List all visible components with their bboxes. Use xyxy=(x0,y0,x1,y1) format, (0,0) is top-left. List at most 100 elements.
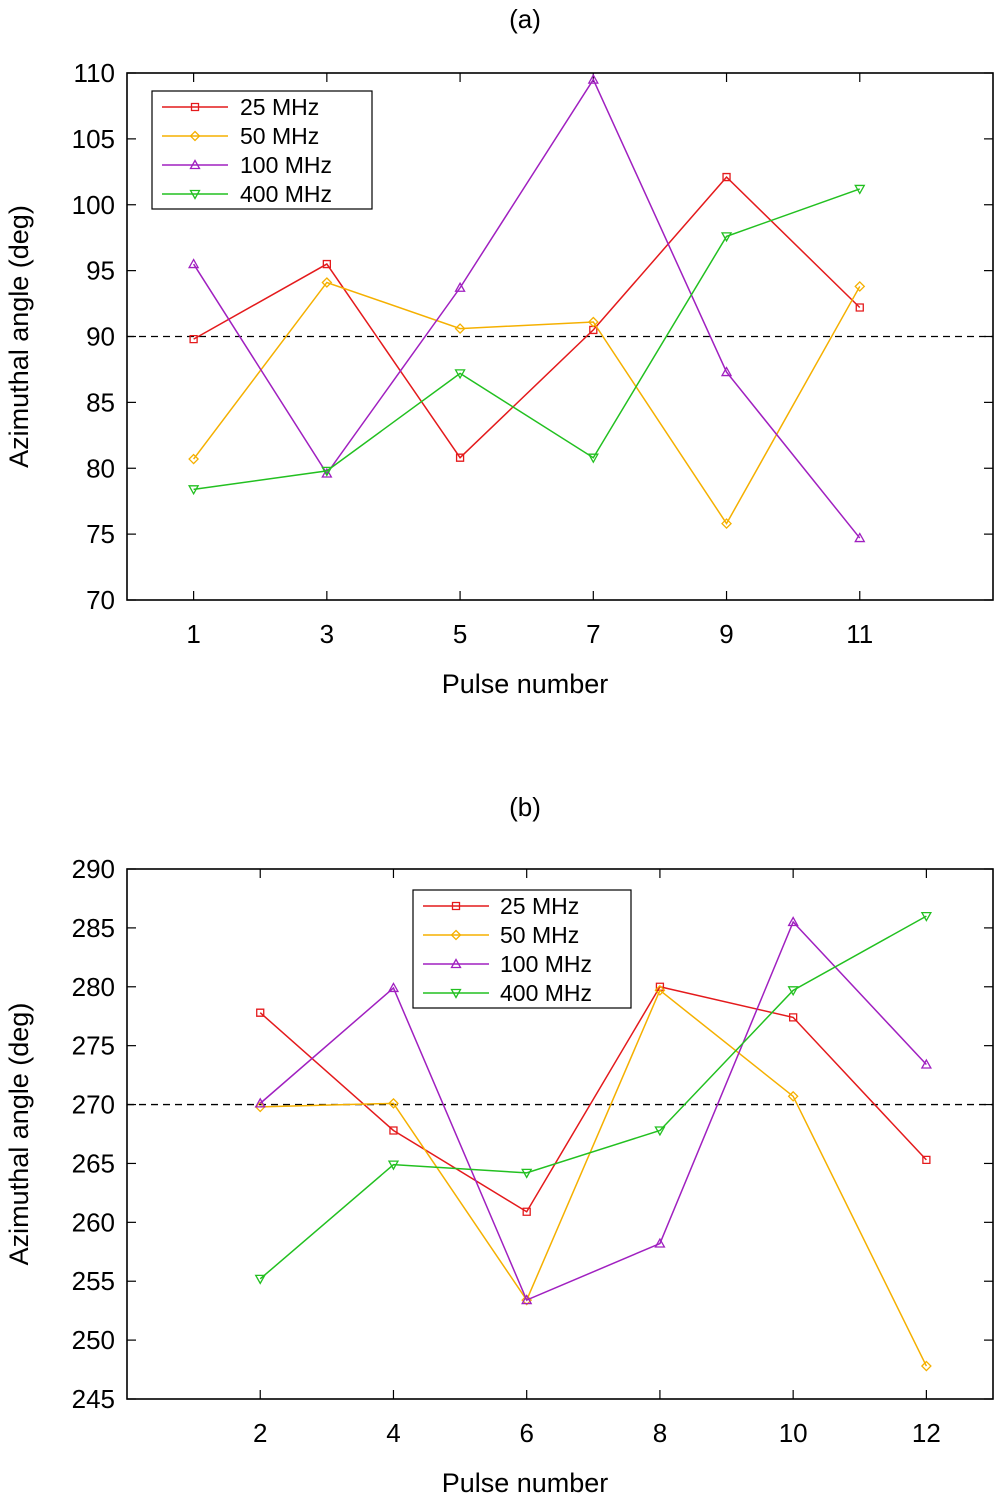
y-tick-label: 270 xyxy=(72,1090,115,1120)
data-point xyxy=(388,1097,399,1109)
y-tick-label: 110 xyxy=(74,58,115,88)
y-tick-label: 265 xyxy=(72,1148,115,1178)
data-point xyxy=(254,1274,266,1285)
series-line xyxy=(193,281,861,526)
data-point xyxy=(188,453,200,465)
data-point xyxy=(256,1008,265,1017)
data-point xyxy=(189,334,198,344)
y-tick-label: 260 xyxy=(72,1207,115,1237)
data-point xyxy=(920,911,932,922)
plot-frame xyxy=(126,868,994,1400)
y-tick-label: 85 xyxy=(86,387,115,417)
data-point xyxy=(922,1155,931,1165)
data-point xyxy=(654,1126,666,1137)
series-400-mhz xyxy=(254,911,932,1285)
data-point xyxy=(521,1168,533,1179)
data-point xyxy=(387,982,400,993)
data-point xyxy=(787,1090,799,1102)
data-point xyxy=(655,982,665,991)
data-point xyxy=(589,325,598,335)
data-point xyxy=(787,916,799,927)
x-tick-label: 9 xyxy=(719,619,733,649)
data-point xyxy=(855,303,864,312)
x-axis-label: Pulse number xyxy=(442,669,609,699)
data-point xyxy=(188,258,200,269)
x-tick-label: 12 xyxy=(912,1418,941,1448)
chart-title: (b) xyxy=(509,792,541,822)
y-tick-label: 290 xyxy=(72,854,115,884)
data-point xyxy=(720,232,733,243)
chart-panel-b: (b) 245 250 255 260 265 270 275 280 285 290 2 4 6 8 10 1… xyxy=(4,792,994,1496)
y-tick-label: 245 xyxy=(72,1384,115,1414)
y-tick-label: 95 xyxy=(86,256,115,286)
legend-marker xyxy=(450,958,462,969)
series-100-mhz xyxy=(188,73,866,543)
series-line xyxy=(260,989,928,1367)
legend-label: 400 MHz xyxy=(240,181,332,207)
data-point xyxy=(587,73,599,84)
y-tick-label: 75 xyxy=(86,519,115,549)
series-line xyxy=(193,175,861,459)
data-point xyxy=(654,1237,666,1248)
data-point xyxy=(321,467,333,478)
data-point xyxy=(720,366,733,377)
y-tick-label: 280 xyxy=(72,972,115,1002)
series-line xyxy=(259,915,927,1280)
y-axis-label: Azimuthal angle (deg) xyxy=(4,1003,34,1266)
legend-label: 100 MHz xyxy=(500,951,592,977)
data-point xyxy=(920,1360,932,1372)
x-tick-label: 6 xyxy=(519,1418,533,1448)
data-point xyxy=(455,453,465,462)
legend-marker xyxy=(189,130,201,142)
data-point xyxy=(321,466,333,477)
legend-box xyxy=(412,889,632,1009)
x-tick-label: 11 xyxy=(846,619,873,649)
legend-marker xyxy=(451,901,461,911)
data-point xyxy=(188,485,200,496)
data-point xyxy=(587,453,599,464)
data-point xyxy=(920,1058,932,1069)
data-point xyxy=(454,369,466,380)
x-tick-label: 1 xyxy=(186,619,200,649)
legend-marker xyxy=(189,189,201,200)
x-tick-label: 7 xyxy=(586,619,600,649)
x-tick-label: 5 xyxy=(453,619,467,649)
data-point xyxy=(854,281,866,292)
data-point xyxy=(254,1097,266,1108)
legend-box xyxy=(151,90,373,210)
series-50-mhz xyxy=(254,984,932,1372)
legend: 25 MHz 50 MHz 100 MHz 400 MHz xyxy=(151,90,373,210)
y-axis-label: Azimuthal angle (deg) xyxy=(4,205,34,468)
chart-panel-a: (a) 70 75 80 85 90 95 100 105 110 1 3 5 7 9 11 Pulse num… xyxy=(4,4,994,699)
chart-title: (a) xyxy=(509,4,541,34)
y-tick-label: 255 xyxy=(72,1266,115,1296)
data-point xyxy=(321,277,333,288)
data-point xyxy=(454,323,466,335)
legend: 25 MHz 50 MHz 100 MHz 400 MHz xyxy=(412,889,632,1009)
series-25-mhz xyxy=(189,172,864,462)
data-point xyxy=(387,1160,400,1171)
legend-marker xyxy=(450,929,462,941)
series-line xyxy=(192,78,861,539)
data-point xyxy=(787,986,799,997)
data-point xyxy=(521,1294,533,1305)
y-tick-label: 285 xyxy=(72,913,115,943)
series-line xyxy=(259,985,927,1213)
data-point xyxy=(721,518,732,530)
y-tick-label: 90 xyxy=(86,322,115,352)
data-point xyxy=(789,1013,798,1022)
series-25-mhz xyxy=(256,982,931,1216)
legend-label: 100 MHz xyxy=(240,152,332,178)
series-50-mhz xyxy=(188,277,866,530)
legend-label: 50 MHz xyxy=(240,123,319,149)
data-point xyxy=(389,1126,398,1135)
data-point xyxy=(587,316,599,328)
series-100-mhz xyxy=(254,916,932,1305)
data-point xyxy=(854,184,866,195)
x-tick-label: 2 xyxy=(253,1418,267,1448)
series-400-mhz xyxy=(188,184,866,496)
data-point xyxy=(322,259,331,269)
x-tick-label: 4 xyxy=(386,1418,400,1448)
x-tick-label: 8 xyxy=(653,1418,667,1448)
